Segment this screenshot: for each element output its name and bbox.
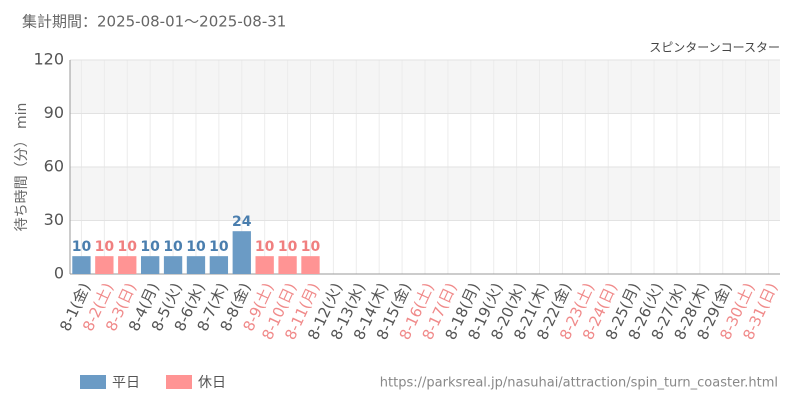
value-label: 24: [232, 214, 252, 230]
value-label: 10: [278, 239, 298, 255]
chart-title: 集計期間：2025-08-01～2025-08-31: [22, 13, 286, 31]
y-tick-label: 120: [33, 50, 64, 69]
legend-label: 平日: [112, 375, 140, 391]
y-tick-label: 30: [44, 210, 64, 229]
value-label: 10: [118, 239, 138, 255]
bar: [163, 256, 183, 274]
legend-swatch: [166, 375, 192, 389]
value-label: 10: [95, 239, 115, 255]
chart-subtitle: スピンターンコースター: [649, 41, 780, 55]
y-tick-label: 0: [54, 264, 64, 283]
bar: [72, 256, 91, 274]
y-tick-label: 60: [44, 157, 64, 176]
value-label: 10: [255, 239, 275, 255]
y-tick-label: 90: [44, 103, 64, 122]
bar: [278, 256, 297, 274]
bar: [209, 256, 229, 274]
value-label: 10: [163, 239, 183, 255]
bar: [301, 256, 320, 274]
value-label: 10: [186, 239, 206, 255]
legend-label: 休日: [198, 375, 226, 391]
bar: [95, 256, 114, 274]
y-axis-label: 待ち時間（分） min: [14, 103, 30, 232]
bar: [255, 256, 274, 274]
value-label: 10: [72, 239, 92, 255]
legend-swatch: [80, 375, 106, 389]
value-label: 10: [301, 239, 321, 255]
source-url: https://parksreal.jp/nasuhai/attraction/…: [380, 376, 778, 391]
bar: [232, 231, 251, 274]
bar: [118, 256, 137, 274]
bar: [141, 256, 160, 274]
value-label: 10: [209, 239, 229, 255]
value-label: 10: [140, 239, 160, 255]
bar: [186, 256, 206, 274]
